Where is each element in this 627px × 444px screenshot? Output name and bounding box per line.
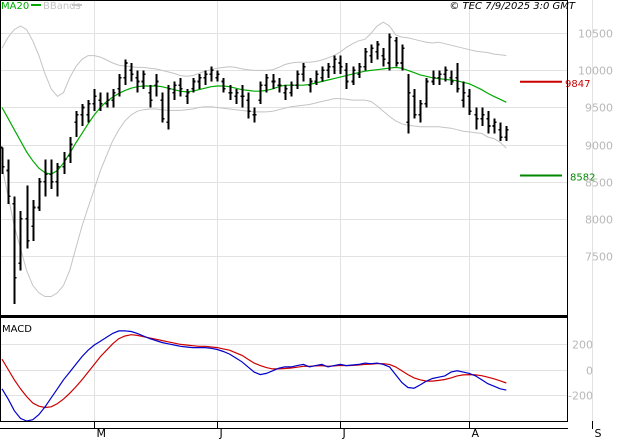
- price-panel-frame: [0, 0, 568, 316]
- macd-tick-label: 0: [586, 365, 593, 378]
- bollinger-upper-band: [1, 21, 507, 98]
- price-axis-ticks: 7500 8000 8500 9000 9500 10000 10500: [578, 28, 613, 264]
- price-bars: [0, 33, 509, 304]
- price-tick-label: 10500: [578, 28, 613, 41]
- month-tick-label: J: [342, 427, 346, 440]
- month-tick-label: S: [595, 427, 602, 440]
- ma20-line: [1, 66, 507, 175]
- price-gridlines: [0, 0, 593, 421]
- price-tick-label: 7500: [585, 251, 613, 264]
- macd-signal-line: [1, 334, 507, 409]
- month-tick-label: J: [219, 427, 223, 440]
- price-tick-label: 9500: [585, 102, 613, 115]
- month-tick-label: A: [472, 427, 480, 440]
- price-tick-label: 8500: [585, 177, 613, 190]
- resistance-level-label: 9847: [565, 79, 590, 90]
- legend-ma20-swatch: [31, 4, 41, 6]
- bollinger-lower-band: [1, 98, 507, 297]
- price-tick-label: 9000: [585, 140, 613, 153]
- price-tick-label: 10000: [578, 65, 613, 78]
- support-level-label: 8582: [570, 173, 595, 184]
- macd-line: [1, 330, 507, 422]
- macd-tick-label: -200: [568, 390, 593, 403]
- macd-gridlines: [0, 344, 568, 396]
- legend-bbands: BBands: [43, 1, 81, 12]
- copyright-label: © TEC 7/9/2025 3:0 GMT: [449, 1, 576, 12]
- legend-bbands-swatch: [72, 4, 82, 6]
- legend-ma20: MA20: [1, 1, 29, 12]
- macd-axis-ticks: -200 0 200: [568, 339, 593, 403]
- macd-title: MACD: [2, 324, 32, 335]
- month-tick-label: M: [97, 427, 107, 440]
- macd-tick-label: 200: [572, 339, 593, 352]
- price-tick-label: 8000: [585, 214, 613, 227]
- macd-panel-frame: [0, 317, 568, 422]
